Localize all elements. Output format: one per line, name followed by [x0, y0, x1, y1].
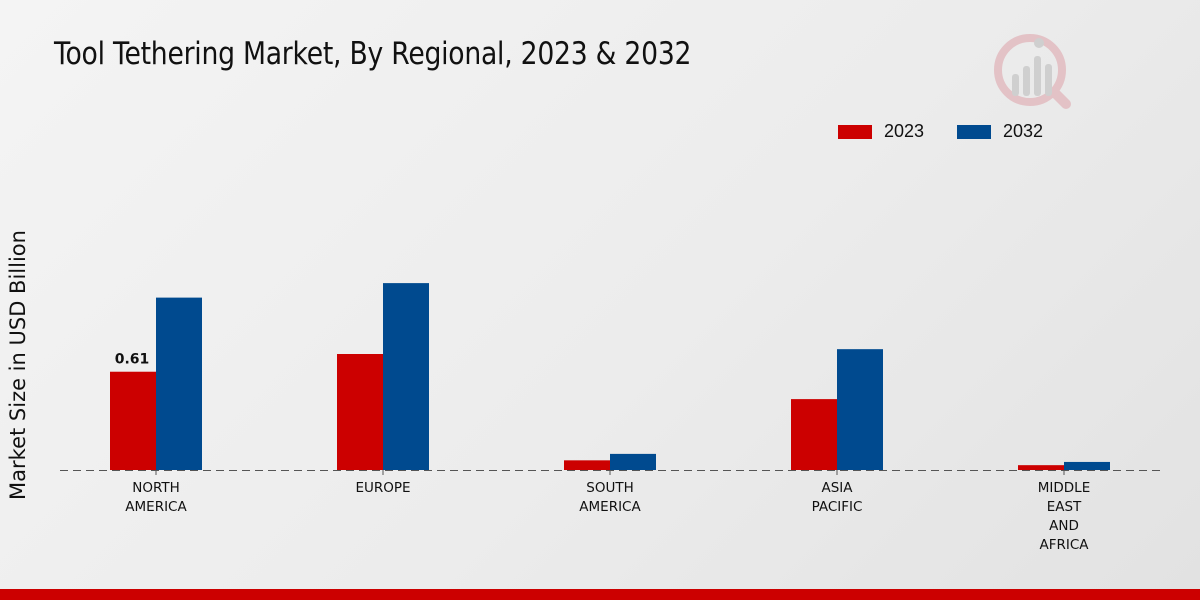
x-tick-label-line: ASIA [821, 480, 853, 496]
legend-label-2023: 2023 [884, 121, 925, 141]
x-tick-label-line: MIDDLE [1038, 480, 1090, 496]
legend-item-2023: 2023 [838, 121, 924, 142]
x-tick-label-line: AMERICA [579, 499, 641, 515]
x-tick-label-line: PACIFIC [812, 499, 863, 515]
bar-2032-1 [383, 283, 429, 470]
x-tick-label-line: EAST [1047, 499, 1082, 515]
bar-2023-3 [791, 399, 837, 470]
x-tick-label-0: NORTH AMERICA [125, 480, 187, 515]
bar-2032-4 [1064, 461, 1110, 470]
brand-logo-icon [994, 34, 1071, 109]
x-tick-label-line: AFRICA [1039, 537, 1089, 553]
x-tick-label-2: SOUTH AMERICA [579, 480, 641, 515]
x-tick-label-line: AMERICA [125, 499, 187, 515]
x-tick-label-line: SOUTH [586, 480, 633, 496]
bar-2032-0 [156, 297, 202, 470]
bar-2023-1 [337, 354, 383, 470]
data-label-0: 0.61 [115, 352, 150, 368]
bar-2023-4 [1018, 465, 1064, 470]
x-tick-label-1: EUROPE [355, 480, 410, 496]
bar-2032-3 [837, 349, 883, 470]
bottom-accent-bar [0, 589, 1200, 600]
chart-title: Tool Tethering Market, By Regional, 2023… [54, 36, 692, 72]
bar-2032-2 [610, 453, 656, 470]
legend-swatch-2023 [838, 124, 872, 139]
legend-swatch-2032 [957, 124, 991, 139]
x-tick-label-line: NORTH [132, 480, 180, 496]
x-tick-label-line: AND [1049, 518, 1079, 534]
legend-item-2032: 2032 [957, 121, 1043, 142]
bar-2023-2 [564, 460, 610, 470]
bar-2023-0 [110, 371, 156, 470]
x-tick-label-4: MIDDLE EAST AND AFRICA [1038, 480, 1090, 553]
x-tick-label-line: EUROPE [355, 480, 410, 496]
x-tick-label-3: ASIA PACIFIC [812, 480, 863, 515]
legend-label-2032: 2032 [1003, 121, 1044, 141]
